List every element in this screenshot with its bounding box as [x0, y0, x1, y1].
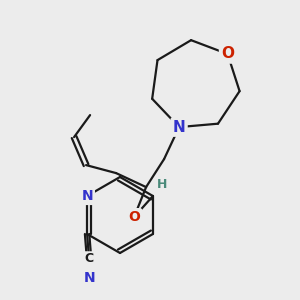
Text: N: N	[81, 189, 93, 203]
Text: O: O	[221, 46, 234, 62]
Text: N: N	[83, 271, 95, 285]
Text: O: O	[128, 210, 140, 224]
Text: H: H	[157, 178, 167, 190]
Text: N: N	[173, 120, 185, 135]
Text: C: C	[85, 253, 94, 266]
